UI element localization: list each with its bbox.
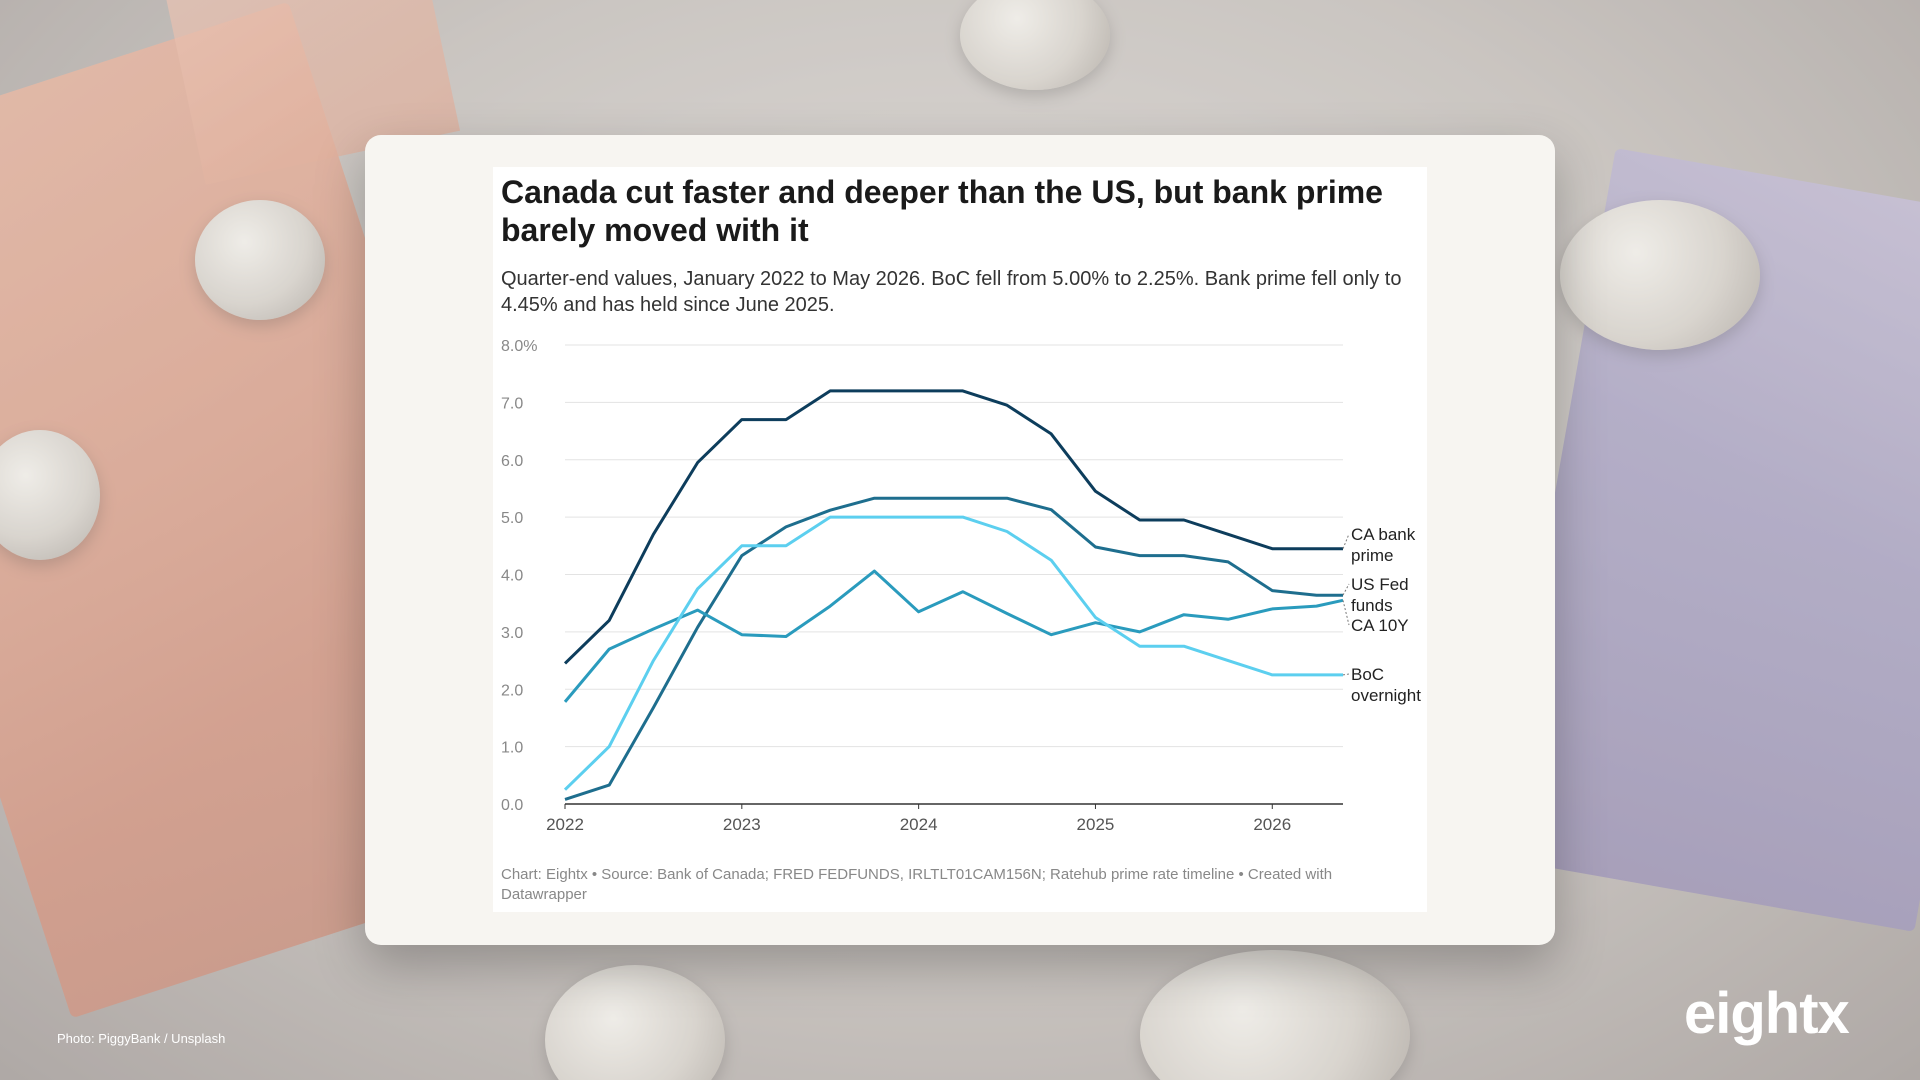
label-connector (1342, 533, 1350, 549)
coin (0, 430, 100, 560)
x-tick-label: 2022 (546, 815, 584, 834)
series-label: overnight (1351, 686, 1421, 705)
chart-source: Chart: Eightx • Source: Bank of Canada; … (501, 866, 1333, 903)
coin (960, 0, 1110, 90)
y-tick-label: 2.0 (501, 682, 523, 699)
y-tick-label: 0.0 (501, 797, 523, 814)
x-tick-label: 2023 (723, 815, 761, 834)
line-chart: 0.0 1.0 2.0 3.0 4.0 5.0 6.0 7.0 8.0% 2022 2023 2024… (501, 338, 1421, 834)
y-tick-label: 7.0 (501, 395, 523, 412)
series-label: funds (1351, 596, 1393, 615)
y-tick-label: 5.0 (501, 510, 523, 527)
series-label: prime (1351, 546, 1394, 565)
y-tick-label: 4.0 (501, 568, 523, 585)
y-tick-label: 8.0% (501, 338, 537, 355)
chart-subtitle: Quarter-end values, January 2022 to May … (501, 268, 1402, 316)
series-line-boc-overnight (563, 515, 1343, 791)
series-label: US Fed (1351, 575, 1409, 594)
y-tick-label: 3.0 (501, 625, 523, 642)
chart-panel (493, 167, 1427, 912)
series-line-ca-10y (563, 569, 1344, 703)
series-label: CA bank (1351, 525, 1416, 544)
coin (545, 965, 725, 1080)
coin (1140, 950, 1410, 1080)
x-tick-label: 2024 (900, 815, 938, 834)
series-label: BoC (1351, 665, 1384, 684)
photo-credit: Photo: PiggyBank / Unsplash (57, 1031, 226, 1046)
series-line-ca-bank-prime (563, 389, 1343, 665)
eightx-logo: eightx (1684, 981, 1850, 1046)
x-tick-label: 2025 (1077, 815, 1115, 834)
coin (1560, 200, 1760, 350)
y-tick-label: 1.0 (501, 740, 523, 757)
label-connector (1342, 600, 1350, 626)
series-label: CA 10Y (1351, 616, 1409, 635)
series-line-us-fed-funds (564, 496, 1343, 801)
x-tick-label: 2026 (1253, 815, 1291, 834)
y-tick-label: 6.0 (501, 453, 523, 470)
label-connector (1342, 673, 1350, 676)
coin (195, 200, 325, 320)
label-connector (1342, 583, 1350, 596)
chart-title: Canada cut faster and deeper than the US… (501, 174, 1383, 248)
